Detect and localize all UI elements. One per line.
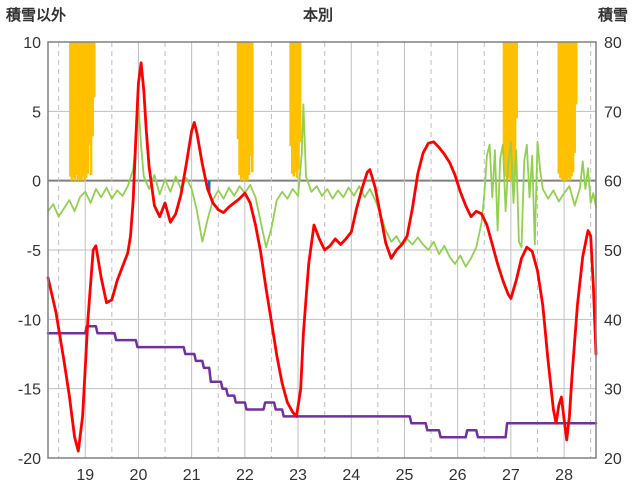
x-axis-tick: 24 — [342, 467, 360, 484]
orange-bars — [69, 42, 578, 181]
x-axis-tick: 21 — [183, 467, 201, 484]
left-axis-tick: 5 — [32, 104, 41, 121]
x-axis-tick: 20 — [130, 467, 148, 484]
right-axis-tick: 70 — [604, 104, 622, 121]
right-axis-tick: 50 — [604, 243, 622, 260]
purple-step-line — [46, 325, 598, 439]
left-axis-tick: -15 — [18, 382, 41, 399]
left-axis-tick: 10 — [23, 35, 41, 52]
right-axis-tick: 60 — [604, 174, 622, 191]
right-axis-tick: 40 — [604, 312, 622, 329]
x-axis-tick: 26 — [449, 467, 467, 484]
right-axis-title: 積雪 — [597, 7, 628, 24]
plot-frame — [47, 41, 597, 459]
right-axis-tick: 20 — [604, 451, 622, 468]
x-axis-tick: 27 — [502, 467, 520, 484]
left-axis-title: 積雪以外 — [6, 7, 67, 24]
x-axis-tick: 25 — [396, 467, 414, 484]
right-axis-tick: 80 — [604, 35, 622, 52]
left-axis-tick: -5 — [27, 243, 41, 260]
green-line — [47, 103, 597, 268]
x-axis-tick: 22 — [236, 467, 254, 484]
x-axis-tick: 28 — [555, 467, 573, 484]
red-line — [46, 61, 598, 453]
x-axis-tick: 19 — [76, 467, 94, 484]
chart-title: 本別 — [302, 7, 333, 24]
right-axis-tick: 30 — [604, 382, 622, 399]
left-axis-tick: 0 — [32, 174, 41, 191]
left-axis-tick: -10 — [18, 312, 41, 329]
left-axis-tick: -20 — [18, 451, 41, 468]
x-axis-tick: 23 — [289, 467, 307, 484]
